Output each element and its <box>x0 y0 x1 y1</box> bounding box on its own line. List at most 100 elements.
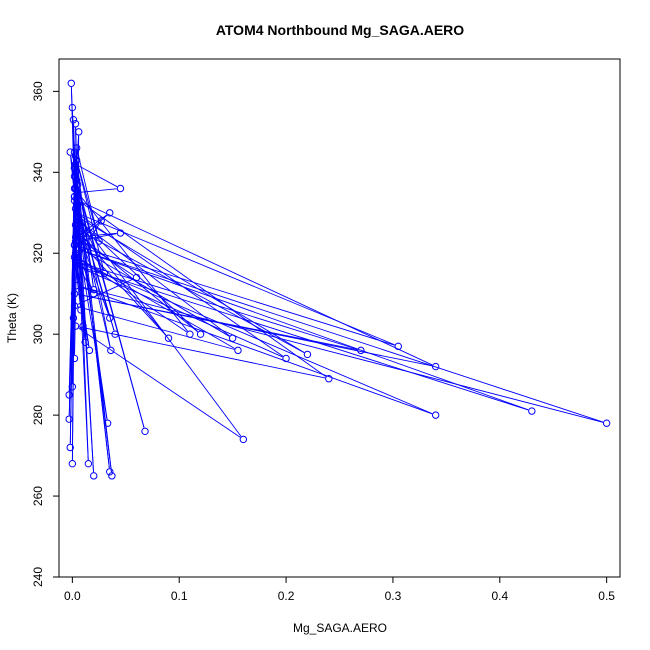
series-line-segment <box>76 252 82 307</box>
data-point <box>65 415 73 423</box>
series-line-segment <box>74 200 108 420</box>
data-point <box>71 120 80 128</box>
data-point <box>282 354 290 363</box>
data-point <box>70 302 79 310</box>
series-line-segment <box>78 306 235 350</box>
data-point <box>394 342 402 351</box>
series-line-segment <box>80 286 433 415</box>
y-tick-label: 360 <box>31 81 45 101</box>
series-line-segment <box>80 286 604 423</box>
data-point <box>71 168 80 177</box>
series-line-segment <box>81 202 326 377</box>
data-point <box>196 330 205 338</box>
data-point <box>71 322 80 330</box>
data-point <box>90 290 98 298</box>
series-line-segment <box>80 232 117 238</box>
series-line-segment <box>78 212 115 331</box>
data-point <box>164 334 173 342</box>
data-point <box>72 225 81 233</box>
data-point <box>70 241 79 249</box>
data-point <box>81 338 89 346</box>
data-point <box>72 213 81 221</box>
data-point <box>71 237 80 245</box>
data-point <box>95 237 103 245</box>
data-point <box>100 269 109 278</box>
data-point <box>106 314 114 322</box>
data-point <box>72 176 81 185</box>
data-point <box>70 164 79 172</box>
x-axis-label: Mg_SAGA.AERO <box>293 621 387 635</box>
data-point <box>71 160 80 168</box>
data-point <box>85 346 94 355</box>
data-point <box>72 144 81 152</box>
y-tick-label: 240 <box>31 567 45 587</box>
data-point <box>72 156 81 164</box>
data-point <box>228 334 237 342</box>
data-point <box>97 217 105 225</box>
data-point <box>325 375 333 383</box>
x-axis: 0.0 0.1 0.2 0.3 0.4 0.5 <box>64 576 615 603</box>
x-tick-label: 0.3 <box>385 589 402 603</box>
y-axis: 240 260 280 300 320 340 360 <box>31 81 60 587</box>
series-line-segment <box>76 215 108 243</box>
data-point <box>106 209 114 217</box>
data-point <box>71 172 80 181</box>
series-line-segment <box>77 278 134 305</box>
data-point <box>303 350 312 359</box>
x-tick-label: 0.1 <box>171 589 188 603</box>
data-point <box>239 435 248 444</box>
data-point <box>70 148 79 156</box>
series-line-segment <box>77 135 80 201</box>
series-line-segment <box>78 212 104 271</box>
data-point <box>141 427 149 436</box>
series-line-segment <box>74 260 90 347</box>
data-point <box>74 205 82 213</box>
data-point <box>66 148 74 156</box>
data-point <box>70 354 79 363</box>
data-point <box>71 221 80 229</box>
series-line-segment <box>77 183 145 428</box>
data-point <box>84 459 93 468</box>
data-point <box>70 290 79 298</box>
data-point <box>72 253 81 261</box>
series-line-segment <box>77 208 111 347</box>
y-tick-label: 260 <box>31 486 45 506</box>
data-point <box>602 419 611 427</box>
y-tick-label: 300 <box>31 324 45 344</box>
data-point <box>70 253 79 261</box>
series-line-segment <box>78 262 433 415</box>
data-point <box>67 79 75 87</box>
series-line-segment <box>77 252 93 291</box>
data-point <box>71 249 80 257</box>
data-point <box>72 229 81 237</box>
data-point <box>431 411 440 419</box>
series-line-segment <box>79 326 326 379</box>
data-point <box>77 306 85 314</box>
data-point <box>108 472 116 480</box>
x-tick-label: 0.4 <box>491 589 508 603</box>
data-point <box>103 419 112 427</box>
data-point <box>72 245 81 253</box>
series-line-segment <box>77 264 93 291</box>
data-point <box>111 330 119 338</box>
data-point <box>106 468 114 476</box>
data-point <box>71 261 80 270</box>
y-tick-label: 280 <box>31 405 45 425</box>
data-point <box>71 184 80 193</box>
data-point <box>528 407 536 415</box>
data-point <box>70 192 79 201</box>
x-tick-label: 0.2 <box>278 589 295 603</box>
data-point <box>116 229 125 237</box>
data-point <box>69 314 78 322</box>
series-line-segment <box>81 249 604 423</box>
series-line-segment <box>77 163 104 270</box>
series-line-segment <box>81 222 230 337</box>
data-point <box>234 346 242 355</box>
series-line-segment <box>77 245 395 346</box>
series-line-segment <box>79 233 117 241</box>
series-line-segment <box>77 246 230 337</box>
series-line-segment <box>79 214 107 236</box>
series-line-segment <box>79 195 188 332</box>
data-point <box>66 443 74 452</box>
